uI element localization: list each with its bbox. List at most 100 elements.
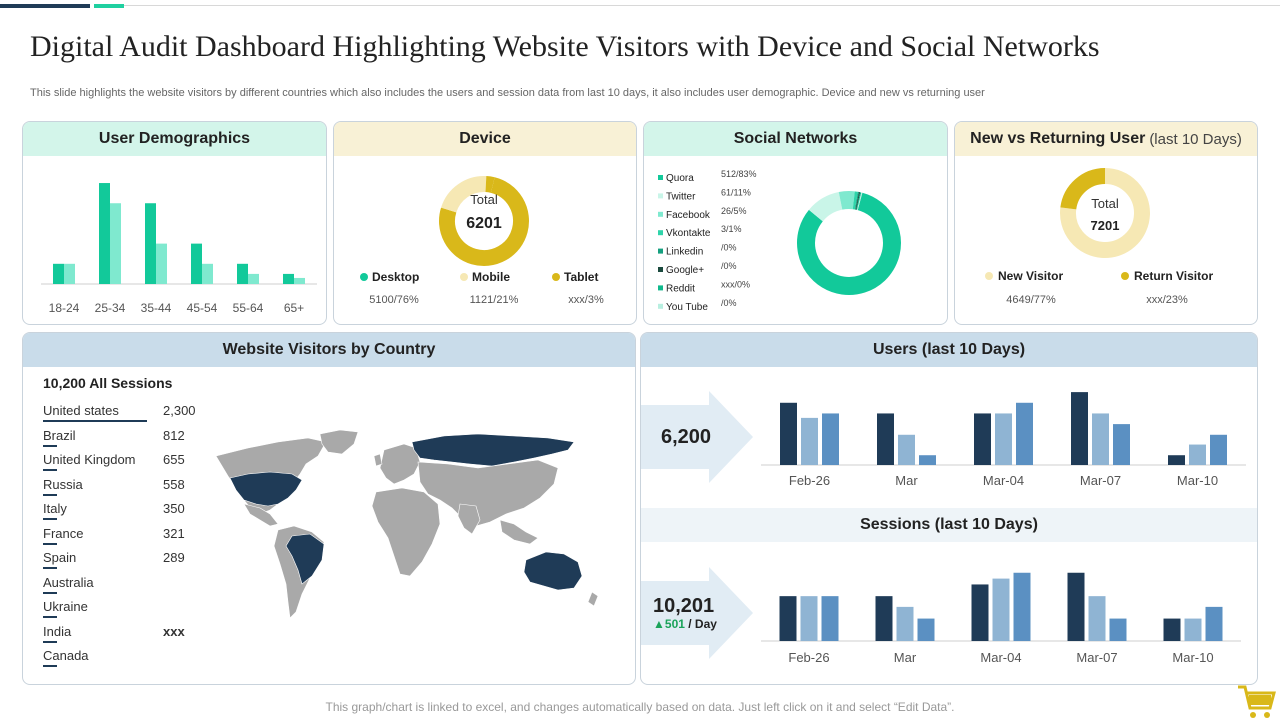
device-legend-dot-desktop [360, 273, 368, 281]
social-legend-value-you-tube: /0% [721, 298, 737, 308]
social-legend-swatch-twitter [658, 193, 663, 199]
bar-feb-26-series-3 [821, 596, 839, 641]
bar-mar-10-series-3 [1205, 606, 1223, 641]
bar-mar-04-series-1 [971, 584, 989, 641]
country-name-united-states: United states [43, 403, 119, 418]
x-tick-label: Mar [895, 473, 918, 488]
social-legend-value-reddit: xxx/0% [721, 279, 750, 289]
accent-bar-dark [0, 4, 90, 8]
country-name-france: France [43, 525, 84, 541]
bar-mar-series-2 [898, 434, 915, 465]
bar-mar-04-series-1 [974, 413, 991, 465]
device-total-label: Total [470, 192, 498, 207]
returning-legend-value-new-visitor: 4649/77% [1006, 294, 1056, 306]
country-value-france: 321 [163, 525, 185, 541]
x-tick-label: Feb-26 [789, 473, 830, 488]
device-legend-value-mobile: 1121/21% [470, 294, 519, 306]
country-value-spain: 289 [163, 550, 185, 565]
returning-legend-return-visitor: Return Visitor [1134, 269, 1213, 283]
country-bar-russia [43, 493, 57, 496]
country-bar-united-kingdom [43, 469, 57, 471]
user-demographics-panel: User Demographics 18-24 25-34 35-44 45-54 55… [22, 121, 327, 325]
social-legend-twitter: Twitter [666, 191, 696, 202]
user-demographics-header: User Demographics [23, 122, 326, 156]
donut-slice-twitter [808, 192, 843, 222]
map-southeast-asia [499, 519, 539, 545]
bar-feb-26-series-2 [801, 417, 818, 465]
country-name-brazil: Brazil [43, 427, 76, 443]
country-bar-united-states [43, 420, 147, 422]
accent-bar-green [94, 4, 124, 8]
donut-slice-tablet [485, 176, 495, 193]
social-legend-swatch-google- [658, 267, 663, 272]
bar-mar-series-2 [896, 606, 914, 641]
country-bar-canada [43, 665, 57, 667]
donut-slice-mobile [441, 176, 487, 213]
page-title: Digital Audit Dashboard Highlighting Web… [30, 30, 1100, 63]
device-donut-chart: Total 6201 Desktop 5100/76% Mobile 1121/21% Ta… [360, 176, 604, 306]
country-name-spain: Spain [43, 550, 77, 565]
bar-18-24-series-1 [53, 263, 64, 284]
users-sessions-panel: Users (last 10 Days) 6,200 Feb-26 Mar Mar-… [640, 332, 1258, 685]
bar-mar-07-series-3 [1109, 618, 1127, 641]
returning-legend-dot-return-visitor [1121, 272, 1129, 280]
device-total-value: 6201 [466, 215, 502, 232]
bar-feb-26-series-1 [780, 402, 797, 465]
returning-legend-new-visitor: New Visitor [998, 269, 1063, 283]
bar-mar-07-series-3 [1113, 424, 1130, 465]
country-value-united-states: 2,300 [163, 403, 196, 418]
country-value-brazil: 812 [163, 427, 185, 443]
bar-45-54-series-1 [191, 243, 202, 284]
bar-35-44-series-2 [156, 243, 167, 284]
bar-mar-series-1 [875, 596, 893, 641]
returning-legend-dot-new-visitor [985, 272, 993, 280]
bar-25-34-series-2 [110, 203, 121, 284]
device-legend-tablet: Tablet [564, 270, 598, 284]
map-usa [229, 471, 303, 507]
country-name-united-kingdom: United Kingdom [43, 452, 136, 467]
bar-25-34-series-1 [99, 183, 110, 284]
x-tick-label: Mar-10 [1177, 473, 1218, 488]
page-subtitle: This slide highlights the website visito… [30, 87, 985, 99]
returning-total-label: Total [1091, 196, 1119, 211]
device-panel: Device Total 6201 Desktop 5100/76% Mobile 112… [333, 121, 637, 325]
social-legend-facebook: Facebook [666, 210, 711, 221]
social-networks-panel: Social Networks Quora 512/83% Twitter 61/11… [643, 121, 948, 325]
country-panel: Website Visitors by Country 10,200 All S… [22, 332, 636, 685]
new-vs-returning-suffix: (last 10 Days) [1149, 130, 1242, 148]
social-legend-swatch-vkontakte [658, 230, 663, 236]
country-value-italy: 350 [163, 501, 185, 516]
bar-mar-07-series-1 [1071, 392, 1088, 465]
bar-mar-10-series-1 [1168, 455, 1185, 465]
bar-65--series-2 [294, 277, 305, 284]
bar-mar-10-series-2 [1184, 618, 1202, 641]
donut-slice-quora [797, 192, 901, 295]
user-demographics-chart: 18-24 25-34 35-44 45-54 55-64 65+ [41, 183, 317, 315]
users-total: 6,200 [661, 426, 712, 448]
new-vs-returning-title: New vs Returning User [970, 130, 1146, 147]
bar-55-64-series-1 [237, 263, 248, 284]
donut-slice-desktop [439, 177, 529, 266]
sessions-per-day-suffix: / Day [688, 617, 717, 631]
device-legend-desktop: Desktop [372, 270, 419, 284]
donut-slice-new-visitor [1060, 168, 1150, 258]
bar-feb-26-series-3 [822, 413, 839, 465]
users-header: Users (last 10 Days) [641, 333, 1257, 367]
country-name-ukraine: Ukraine [43, 599, 88, 614]
x-tick-label: Mar-04 [983, 473, 1024, 488]
sessions-arrow [641, 567, 753, 659]
new-vs-returning-panel: New vs Returning User (last 10 Days) Tot… [954, 121, 1258, 325]
social-legend-value-twitter: 61/11% [721, 187, 751, 197]
bar-mar-04-series-3 [1016, 402, 1033, 465]
device-legend-dot-mobile [460, 273, 468, 281]
users-bar-chart: Feb-26 Mar Mar-04 Mar-07 Mar-10 [761, 392, 1246, 488]
bar-mar-series-3 [917, 618, 935, 641]
device-legend-value-desktop: 5100/76% [369, 294, 419, 306]
country-value-russia: 558 [163, 476, 185, 492]
map-asia [417, 459, 559, 527]
country-bar-spain [43, 567, 57, 569]
bar-65--series-1 [283, 273, 294, 284]
returning-total-value: 7201 [1091, 218, 1120, 233]
country-name-russia: Russia [43, 476, 83, 492]
new-vs-returning-header: New vs Returning User (last 10 Days) [955, 122, 1257, 156]
